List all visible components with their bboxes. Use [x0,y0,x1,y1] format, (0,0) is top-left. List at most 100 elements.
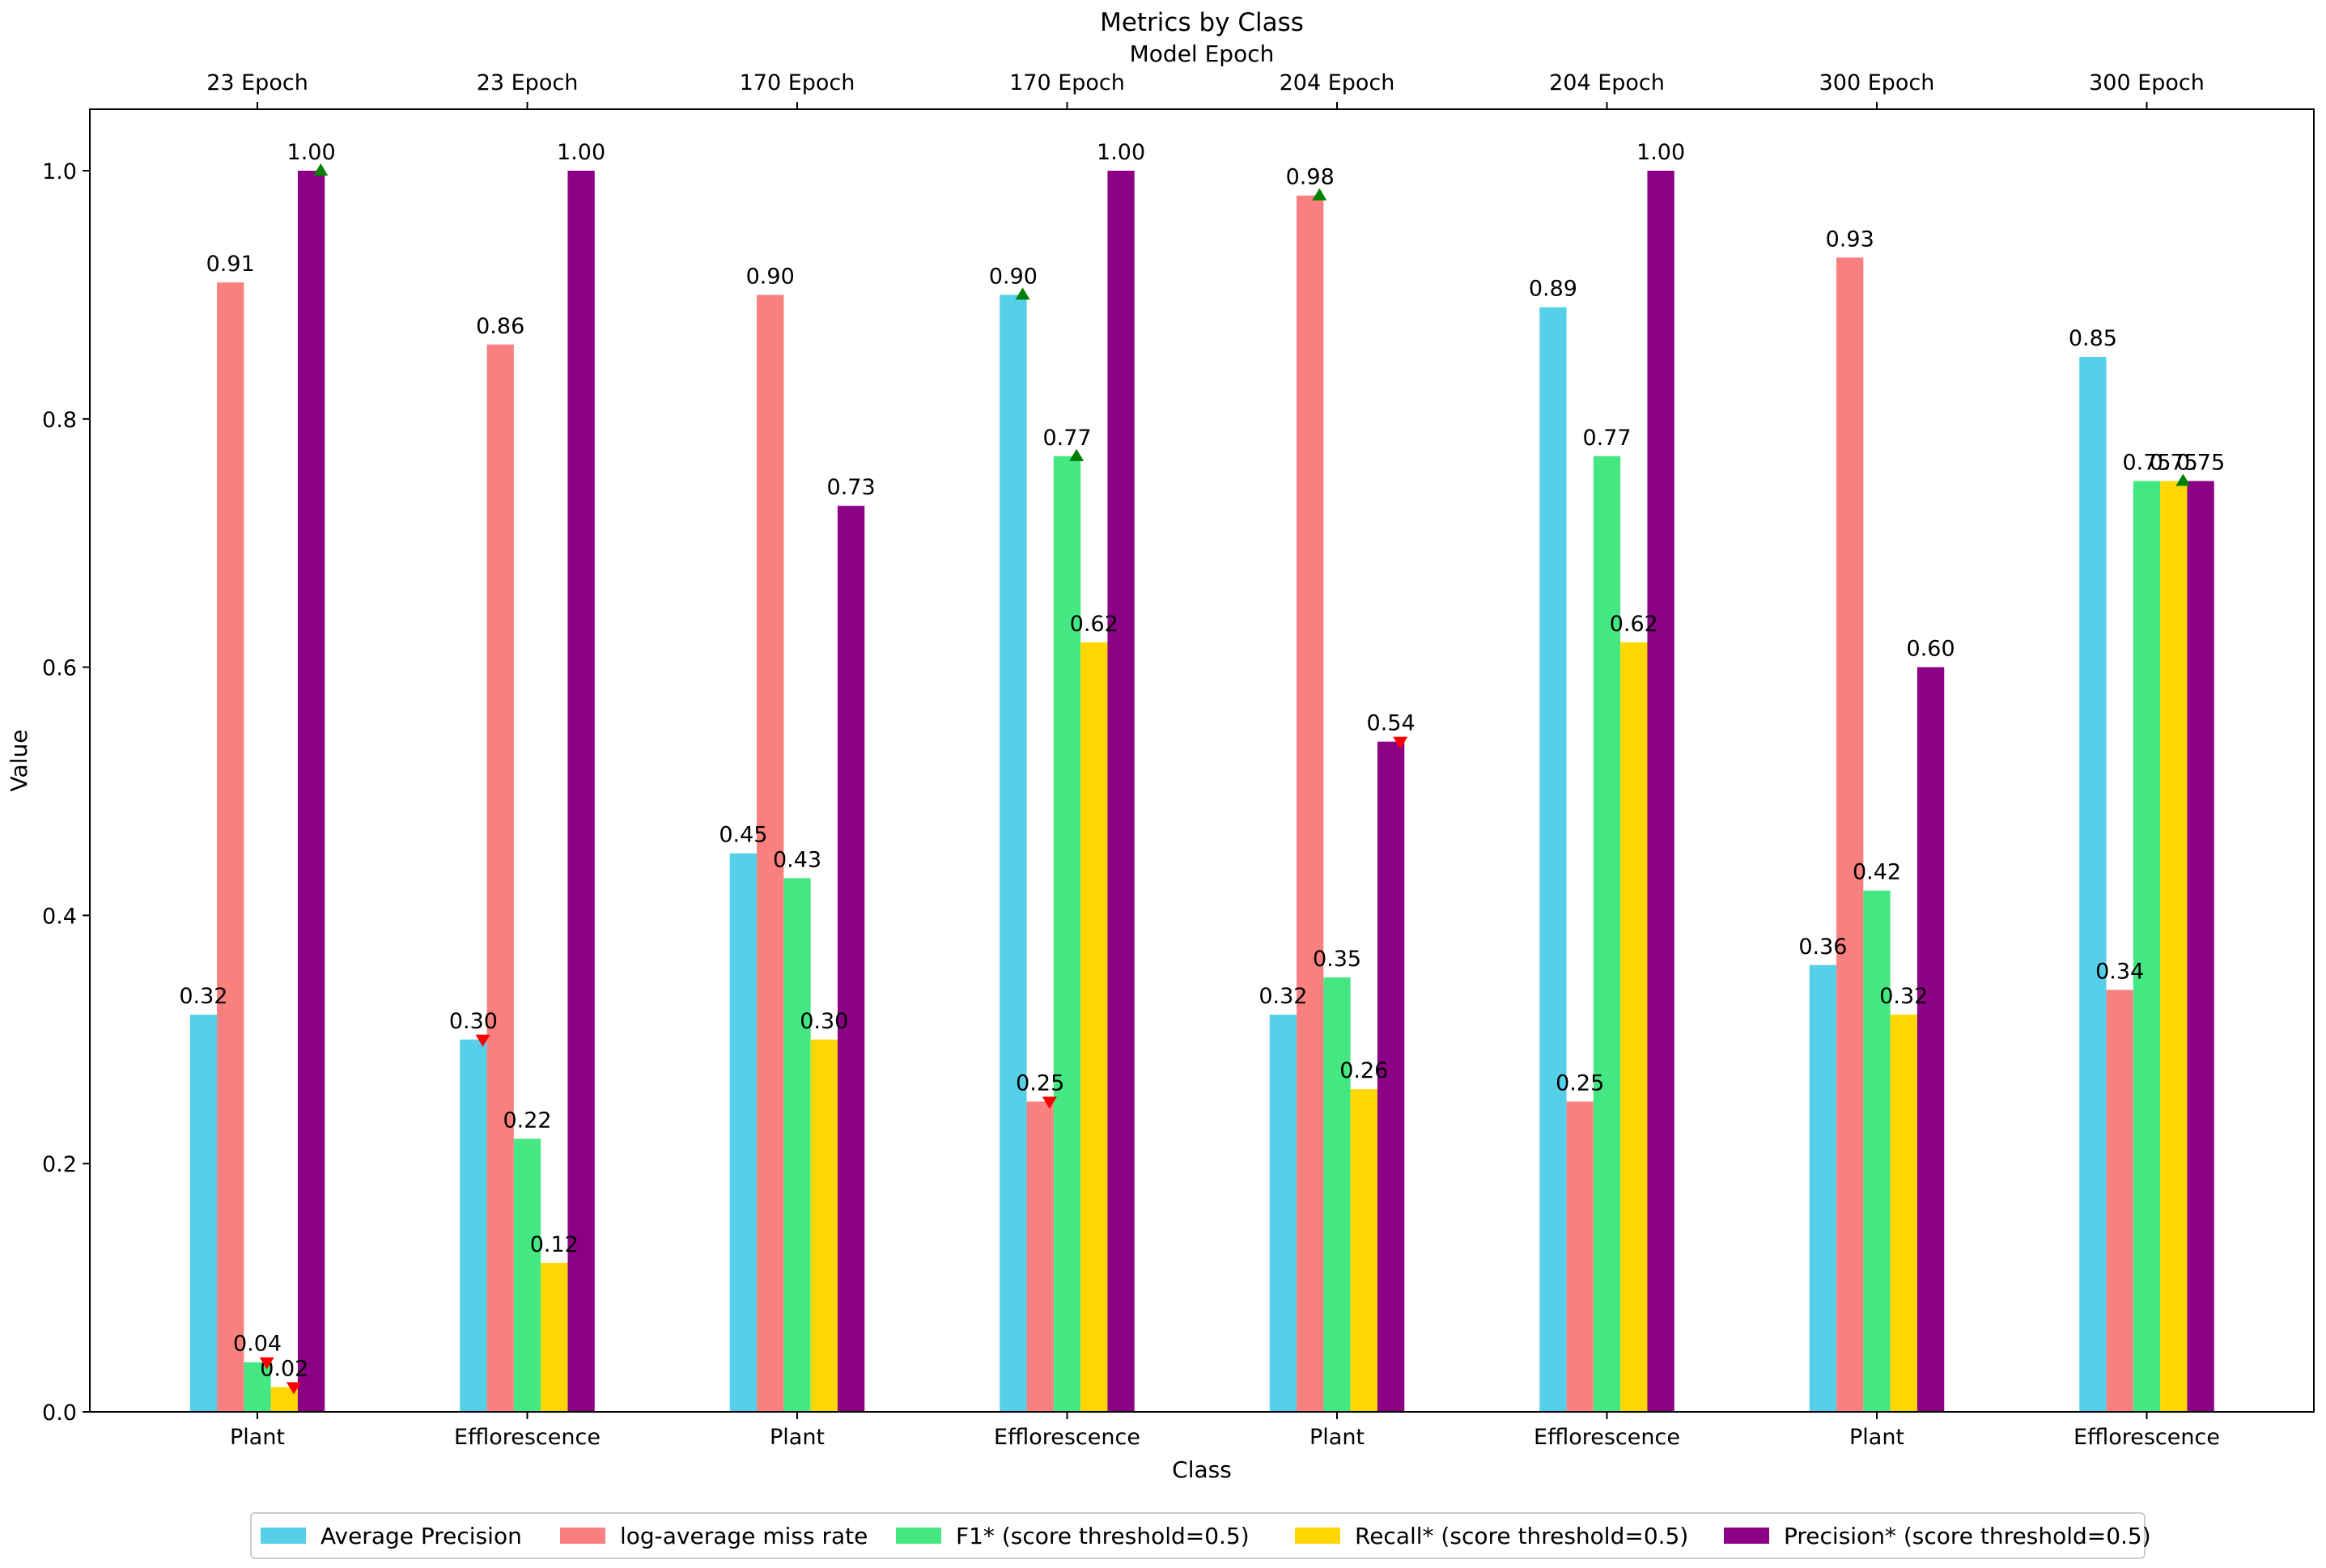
bar [1377,741,1405,1412]
bar [244,1362,271,1412]
bar [1863,890,1891,1412]
bar [2160,481,2188,1412]
legend-label: Precision* (score threshold=0.5) [1784,1523,2151,1549]
y-tick-label: 0.8 [42,408,77,433]
data-label: 0.30 [449,1009,498,1034]
x-tick-label: Efflorescence [994,1425,1140,1450]
plot-frame [89,108,2315,1413]
data-label: 0.32 [1879,984,1928,1009]
bar [1836,257,1864,1412]
top-tick-label: 170 Epoch [1009,70,1125,95]
top-tick-label: 204 Epoch [1280,70,1395,95]
data-label: 0.93 [1826,227,1874,252]
bar [1026,1101,1054,1412]
top-tick-label: 300 Epoch [1819,70,1935,95]
bar [1000,295,1027,1412]
marker-down-triangle [475,1034,490,1047]
marker-up-triangle [313,163,329,176]
x-tick-label: Plant [1309,1425,1365,1450]
top-tick-label: 23 Epoch [206,70,308,95]
data-label: 0.25 [1556,1071,1604,1096]
bar [1269,1015,1297,1412]
bar [486,344,514,1412]
data-label: 0.35 [1313,947,1361,972]
y-tick-label: 0.0 [42,1401,77,1426]
legend-frame [250,1512,2146,1559]
data-label: 1.00 [1097,140,1145,165]
bar [2187,481,2214,1412]
bar [1647,171,1674,1412]
marker-up-triangle [1015,287,1030,300]
x-tick-label: Efflorescence [2073,1425,2220,1450]
legend-swatch [560,1528,605,1544]
data-label: 0.54 [1367,711,1416,736]
top-tick-label: 170 Epoch [740,70,855,95]
legend-label: F1* (score threshold=0.5) [956,1523,1250,1549]
bar [1107,171,1135,1412]
data-label: 0.86 [476,314,524,339]
legend-swatch [1724,1528,1769,1544]
data-label: 0.26 [1339,1058,1388,1083]
data-label: 0.75 [2150,451,2198,476]
data-label: 0.60 [1907,637,1955,662]
y-tick-label: 0.6 [42,656,77,681]
data-label: 0.34 [2095,959,2144,984]
data-label: 0.75 [2176,451,2225,476]
data-label: 0.75 [2122,451,2171,476]
legend-swatch [261,1528,306,1544]
data-label: 0.32 [1259,984,1307,1009]
marker-up-triangle [1069,448,1084,461]
x-tick-label: Plant [230,1425,285,1450]
bar [1080,642,1108,1412]
x-tick-label: Plant [770,1425,825,1450]
marker-down-triangle [259,1357,274,1370]
data-label: 0.77 [1042,426,1091,451]
bar [757,295,784,1412]
data-label: 0.62 [1610,612,1658,637]
y-tick-label: 0.2 [42,1152,77,1177]
data-label: 0.30 [800,1009,848,1034]
x-tick-label: Plant [1849,1425,1904,1450]
x-tick-label: Efflorescence [1534,1425,1680,1450]
y-tick-label: 0.4 [42,904,77,929]
bar [297,171,325,1412]
data-label: 1.00 [287,140,336,165]
bar [567,171,595,1412]
x-axis-label: Class [1172,1456,1232,1483]
bar [1053,456,1081,1412]
top-axis-label: Model Epoch [1130,40,1275,67]
bar [1350,1089,1377,1412]
data-label: 0.85 [2069,326,2117,351]
data-label: 0.36 [1798,934,1847,960]
data-label: 0.73 [827,475,876,500]
data-label: 0.77 [1582,426,1631,451]
data-label: 0.91 [206,252,255,277]
data-label: 0.45 [719,823,767,848]
data-label: 0.12 [530,1232,579,1257]
bar [217,282,244,1412]
bar [513,1138,541,1412]
data-label: 0.89 [1529,277,1577,302]
data-label: 0.43 [773,847,821,872]
data-label: 0.32 [179,984,227,1009]
x-tick-label: Efflorescence [454,1425,601,1450]
top-tick-label: 300 Epoch [2089,70,2205,95]
top-tick-label: 23 Epoch [477,70,579,95]
data-label: 0.25 [1016,1071,1064,1096]
chart-title: Metrics by Class [1100,8,1304,37]
bar [1539,307,1567,1412]
data-label: 0.90 [746,264,795,289]
marker-up-triangle [2175,473,2191,486]
top-tick-label: 204 Epoch [1549,70,1665,95]
bar [1566,1101,1594,1412]
data-label: 1.00 [1636,140,1685,165]
bar [189,1015,218,1412]
bar [1593,456,1621,1412]
bar [837,506,865,1413]
bar [1297,195,1324,1413]
y-tick-label: 1.0 [42,159,77,184]
bar [2106,990,2133,1412]
bar [2079,357,2107,1413]
legend-label: Recall* (score threshold=0.5) [1355,1523,1688,1549]
data-label: 1.00 [557,140,605,165]
